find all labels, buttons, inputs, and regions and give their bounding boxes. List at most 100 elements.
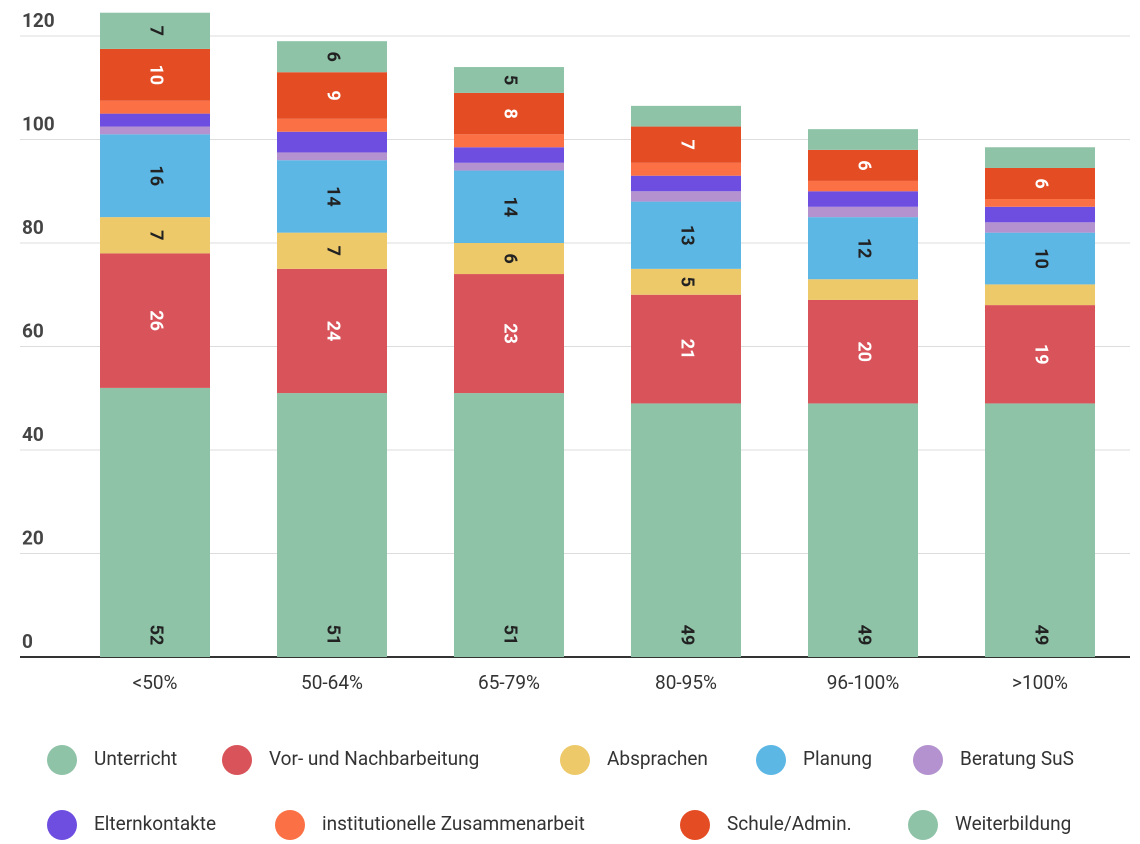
bar-segment	[454, 274, 564, 394]
bar-segment	[631, 162, 741, 176]
value-label: 8	[499, 108, 520, 118]
bar-segment	[808, 299, 918, 404]
bar-segment	[100, 48, 210, 101]
bar-segment	[454, 170, 564, 243]
value-label: 23	[499, 323, 520, 344]
bar-segment	[631, 126, 741, 163]
value-label: 6	[499, 253, 520, 263]
value-label: 20	[853, 341, 874, 362]
bar-segment	[631, 105, 741, 127]
bar-segment	[100, 100, 210, 114]
bar-segment	[631, 268, 741, 295]
value-label: 5	[676, 277, 697, 287]
bar-segment	[277, 160, 387, 233]
bar-segment	[277, 152, 387, 161]
bar-segment	[454, 147, 564, 163]
value-label: 51	[322, 625, 343, 646]
legend-label: Schule/Admin.	[727, 812, 852, 835]
bar-segment	[985, 147, 1095, 168]
value-label: 10	[1030, 248, 1051, 269]
y-tick-label: 60	[22, 320, 44, 343]
value-label: 14	[322, 186, 343, 207]
y-tick-label: 40	[22, 423, 44, 446]
bar-segment	[277, 72, 387, 119]
value-label: 9	[322, 90, 343, 100]
bar-segment	[808, 191, 918, 207]
legend-swatch	[47, 810, 77, 840]
bar-segment	[454, 393, 564, 657]
value-label: 7	[322, 246, 343, 256]
x-tick-label: 50-64%	[301, 671, 363, 694]
bar-segment	[100, 134, 210, 218]
x-tick-label: <50%	[133, 671, 178, 694]
bar-segment	[808, 403, 918, 657]
legend-swatch	[275, 810, 305, 840]
legend-swatch	[47, 745, 77, 775]
bar-segment	[454, 134, 564, 148]
value-label: 5	[499, 75, 520, 85]
bar-segment	[277, 118, 387, 132]
bar-segment	[631, 403, 741, 657]
x-tick-label: 96-100%	[827, 671, 900, 694]
value-label: 6	[1030, 178, 1051, 188]
bar-segment	[454, 67, 564, 93]
value-label: 49	[853, 625, 874, 646]
bar-segment	[808, 217, 918, 280]
bar-segment	[277, 268, 387, 394]
bar-segment	[631, 294, 741, 404]
value-label: 6	[322, 52, 343, 62]
bar-segment	[100, 217, 210, 254]
bar-segment	[985, 284, 1095, 306]
bar-segment	[985, 305, 1095, 404]
value-label: 7	[676, 140, 697, 150]
y-tick-label: 80	[22, 216, 44, 239]
y-tick-label: 120	[22, 9, 55, 32]
value-label: 49	[1030, 625, 1051, 646]
bar-segment	[100, 253, 210, 388]
value-label: 12	[853, 238, 874, 259]
x-tick-label: >100%	[1012, 671, 1068, 694]
bar-segment	[985, 232, 1095, 285]
y-tick-label: 20	[22, 527, 44, 550]
bar-segment	[454, 243, 564, 275]
bar-segment	[631, 201, 741, 269]
value-label: 52	[145, 625, 166, 646]
value-label: 10	[145, 64, 166, 85]
bar-segment	[277, 41, 387, 73]
bar-segment	[454, 92, 564, 135]
bar-segment	[985, 403, 1095, 657]
bar-segment	[100, 126, 210, 135]
bar-segment	[808, 129, 918, 150]
bar-segment	[808, 206, 918, 218]
legend-label: Absprachen	[607, 747, 708, 770]
y-tick-label: 0	[22, 630, 33, 653]
legend-label: Planung	[803, 747, 872, 770]
legend-swatch	[222, 745, 252, 775]
x-tick-label: 80-95%	[655, 671, 717, 694]
value-label: 16	[145, 165, 166, 186]
legend-label: Beratung SuS	[960, 747, 1074, 770]
legend-swatch	[560, 745, 590, 775]
bar-segment	[100, 12, 210, 49]
bar-segment	[100, 387, 210, 657]
legend-swatch	[913, 745, 943, 775]
value-label: 51	[499, 625, 520, 646]
x-tick-label: 65-79%	[478, 671, 540, 694]
value-label: 13	[676, 225, 697, 246]
legend-swatch	[680, 810, 710, 840]
value-label: 6	[853, 160, 874, 170]
legend-label: Unterricht	[94, 747, 177, 770]
value-label: 49	[676, 625, 697, 646]
y-tick-label: 100	[22, 113, 55, 136]
bar-segment	[985, 167, 1095, 200]
value-label: 24	[322, 321, 343, 342]
value-label: 26	[145, 310, 166, 331]
bar-segment	[277, 393, 387, 657]
bar-segment	[454, 162, 564, 171]
legend-label: Elternkontakte	[94, 812, 216, 835]
bar-segment	[631, 191, 741, 202]
bar-segment	[985, 222, 1095, 233]
value-label: 19	[1030, 344, 1051, 365]
legend-swatch	[908, 810, 938, 840]
